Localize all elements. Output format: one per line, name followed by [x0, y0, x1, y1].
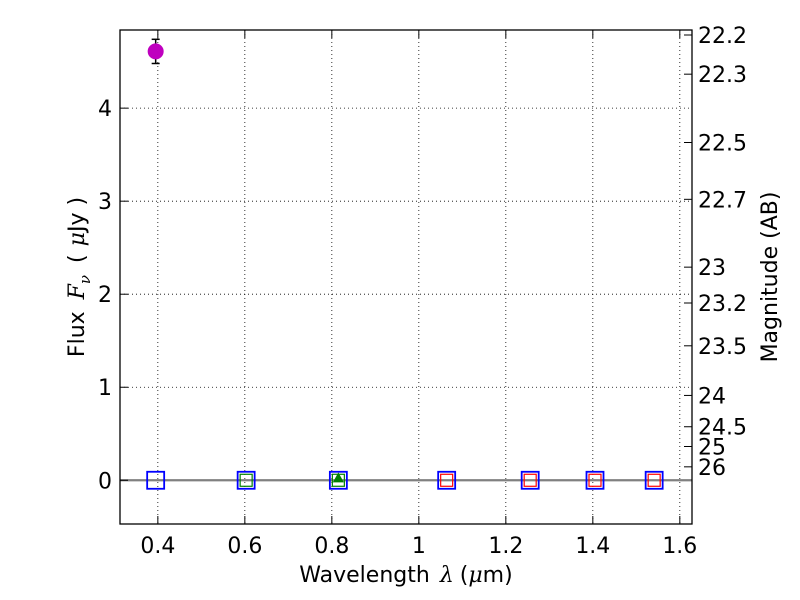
limit-square-outer [520, 470, 540, 490]
limit-square-inner [331, 473, 345, 487]
plot-frame [119, 29, 693, 525]
x-axis-ticks: 0.4 0.6 0.8 1 1.2 1.4 1.6 [140, 30, 697, 559]
y-axis-ticks: 0 1 2 3 4 [98, 97, 128, 494]
upper-limit-triangle [332, 472, 344, 483]
y-axis-label: Flux Fν ( μJy ) [65, 197, 94, 357]
magnitude-tick-label: 23 [698, 256, 726, 281]
x-tick-label: 1 [412, 534, 426, 559]
y-axis-label-prefix: Flux [65, 311, 90, 357]
x-axis-label-open: ( [460, 563, 469, 588]
magnitude-tick-label: 22.3 [698, 63, 747, 88]
markers [146, 38, 664, 490]
y-axis-label-unit: Jy ) [65, 197, 90, 234]
x-tick-label: 0.4 [140, 534, 175, 559]
magnitude-axis-label: Magnitude (AB) [758, 192, 783, 363]
magnitude-tick-label: 23.2 [698, 292, 747, 317]
y-tick-label: 2 [98, 283, 112, 308]
limit-square-inner [239, 473, 253, 487]
x-tick-label: 1.2 [488, 534, 523, 559]
limit-square-inner [440, 473, 454, 487]
y-axis-label-open: ( [65, 254, 90, 263]
limit-square-outer [328, 470, 348, 490]
detection-point [147, 43, 164, 60]
magnitude-tick-label: 26 [698, 456, 726, 481]
limit-square-outer [644, 470, 664, 490]
plot-background [120, 30, 692, 524]
magnitude-tick-label: 23.5 [698, 335, 747, 360]
x-tick-label: 0.6 [227, 534, 262, 559]
x-axis-label: Wavelength λ (μm) [299, 563, 512, 588]
y-axis-label-mu: μ [65, 232, 90, 246]
magnitude-tick-label: 24 [698, 384, 726, 409]
x-axis-label-symbol: λ [439, 563, 454, 588]
x-tick-label: 0.8 [314, 534, 349, 559]
y-axis-label-subscript: ν [76, 275, 94, 284]
y-tick-label: 3 [98, 190, 112, 215]
y-tick-label: 0 [98, 469, 112, 494]
x-tick-label: 1.4 [575, 534, 610, 559]
magnitude-tick-label: 22.5 [698, 131, 747, 156]
x-tick-label: 1.6 [662, 534, 697, 559]
magnitude-tick-label: 22.7 [698, 188, 747, 213]
limit-square-outer [146, 470, 166, 490]
limit-square-inner [523, 473, 537, 487]
magnitude-tick-label: 24.5 [698, 416, 747, 441]
limit-square-outer [585, 470, 605, 490]
limit-square-inner [588, 473, 602, 487]
magnitude-tick-label: 25 [698, 435, 726, 460]
limit-square-inner [647, 473, 661, 487]
y-axis-label-symbol: F [65, 283, 90, 300]
x-axis-label-prefix: Wavelength [299, 563, 430, 588]
magnitude-tick-label: 22.2 [698, 24, 747, 49]
limit-square-outer [437, 470, 457, 490]
limit-square-outer [236, 470, 256, 490]
y-tick-label: 1 [98, 376, 112, 401]
x-axis-label-mu: μ [468, 563, 482, 588]
x-axis-label-unit: m) [483, 563, 513, 588]
y-tick-label: 4 [98, 97, 112, 122]
